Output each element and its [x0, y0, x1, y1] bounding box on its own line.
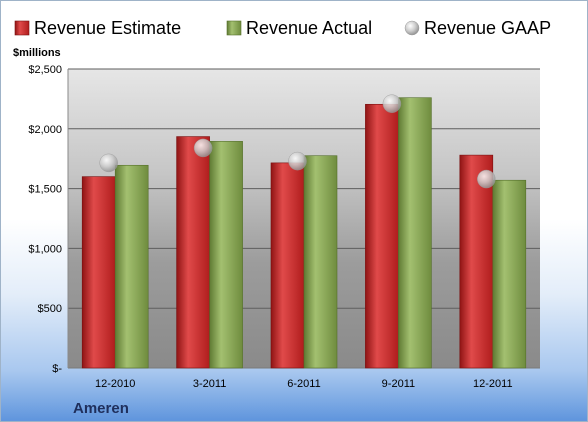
bar-revenue-estimate — [176, 136, 210, 369]
bar-revenue-actual — [114, 164, 149, 369]
y-axis: $- $500 $1,000 $1,500 $2,000 $2,500 — [28, 64, 62, 375]
bar-revenue-actual — [209, 141, 243, 369]
y-tick-label: $2,000 — [28, 124, 62, 136]
y-tick-label: $500 — [38, 303, 62, 315]
x-tick-label: 12-2011 — [473, 378, 513, 390]
bar-revenue-actual — [492, 179, 527, 369]
legend-swatch — [14, 20, 30, 36]
bar-revenue-estimate — [459, 154, 494, 369]
bar-revenue-estimate — [81, 176, 116, 369]
bar-revenue-estimate — [270, 162, 305, 369]
x-tick-label: 6-2011 — [287, 378, 320, 390]
y-tick-label: $- — [52, 363, 62, 375]
x-tick-label: 3-2011 — [193, 378, 226, 390]
legend-swatch — [226, 20, 242, 36]
gaap-marker — [382, 94, 402, 113]
gaap-markers — [99, 94, 496, 189]
company-label: Ameren — [73, 400, 129, 417]
x-axis: 12-2010 3-2011 6-2011 9-2011 12-2011 — [95, 378, 513, 390]
bar-revenue-actual — [398, 97, 432, 369]
gaap-marker — [477, 169, 496, 189]
x-tick-label: 9-2011 — [382, 378, 415, 390]
y-axis-unit-label: $millions — [13, 47, 61, 59]
x-tick-label: 12-2010 — [95, 378, 135, 390]
legend-label: Revenue GAAP — [424, 18, 551, 38]
gaap-marker — [288, 151, 307, 171]
legend-label: Revenue Estimate — [34, 18, 181, 38]
bars — [81, 97, 527, 369]
y-tick-label: $1,500 — [28, 184, 62, 196]
bar-revenue-actual — [303, 155, 338, 369]
bar-revenue-estimate — [365, 103, 399, 369]
y-tick-label: $2,500 — [28, 64, 62, 76]
y-tick-label: $1,000 — [28, 243, 62, 255]
legend-swatch — [404, 20, 420, 36]
legend-label: Revenue Actual — [246, 18, 372, 38]
gaap-marker — [99, 153, 118, 173]
gaap-marker — [193, 138, 213, 158]
legend: Revenue Estimate Revenue Actual Revenue GA… — [14, 18, 551, 38]
